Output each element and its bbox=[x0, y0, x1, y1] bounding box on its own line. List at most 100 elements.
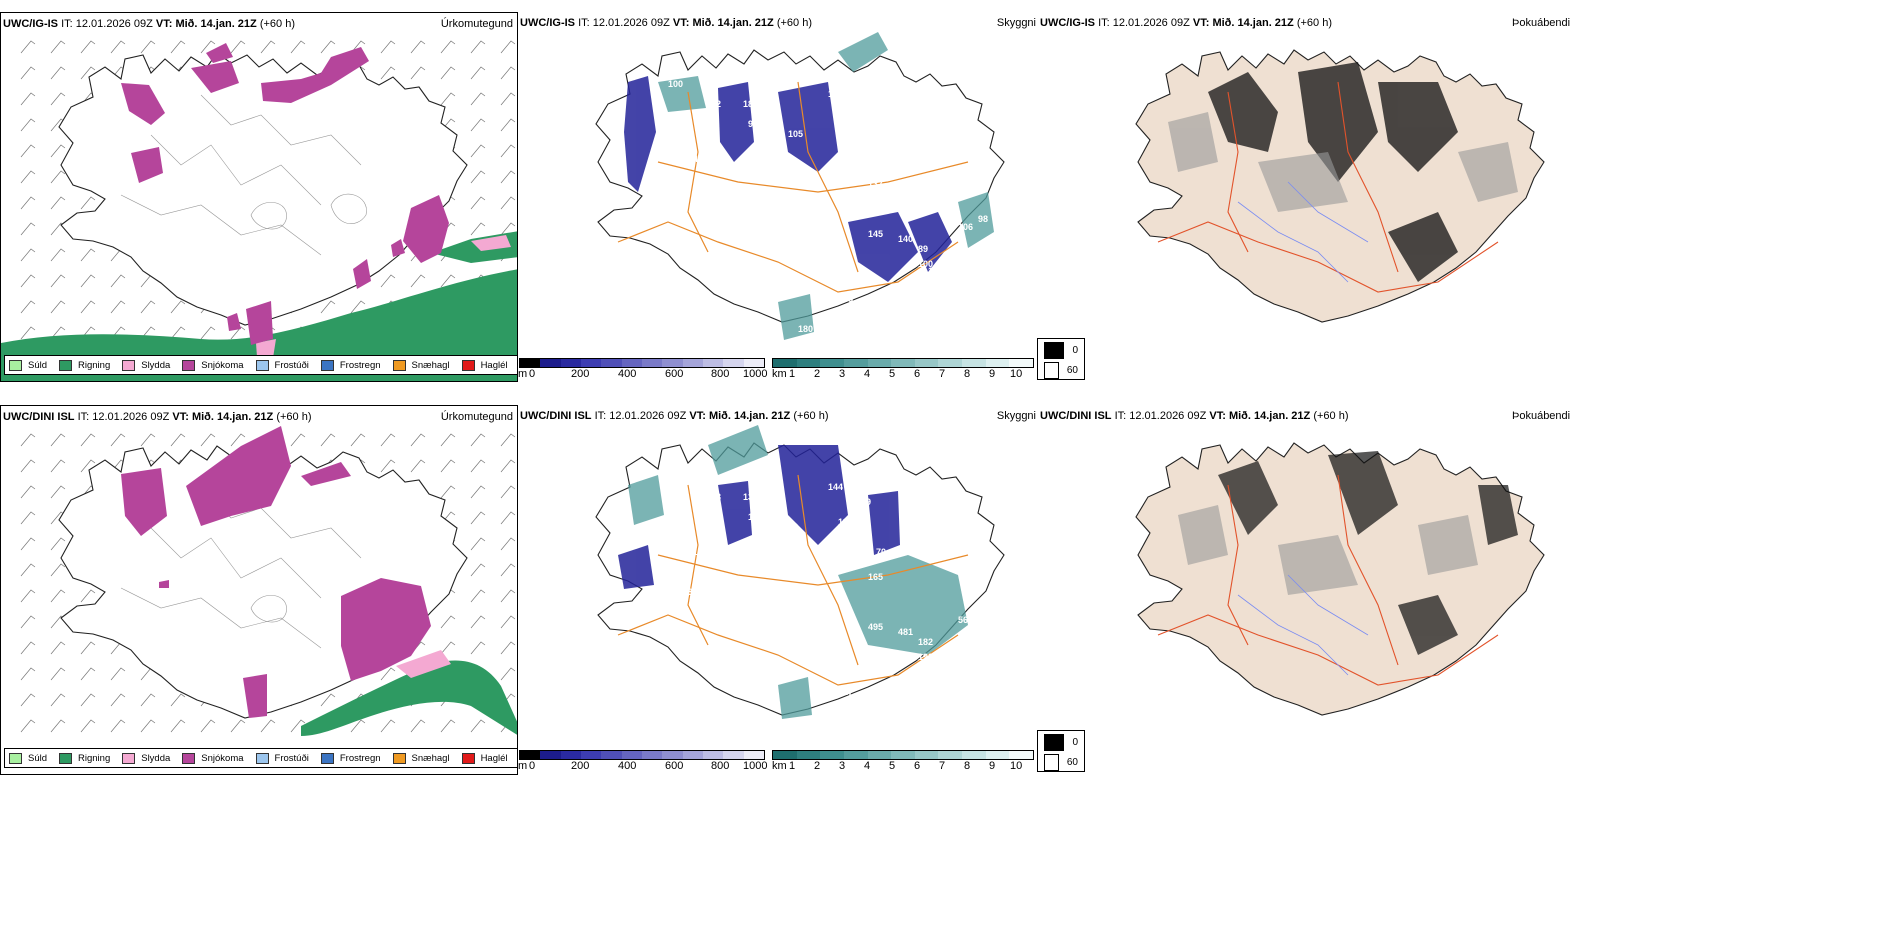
fog-swatch bbox=[1044, 754, 1059, 771]
wind-barb bbox=[500, 66, 516, 80]
colorbar-unit: km bbox=[772, 760, 787, 772]
ceiling-label: 146 bbox=[783, 557, 798, 567]
wind-barb bbox=[410, 433, 426, 447]
ceiling-label: 98 bbox=[978, 214, 988, 224]
ceiling-labels: 100 172 188 99 148 100 99 96 105 167 99 137 112 117 95… bbox=[668, 79, 1013, 334]
precip-map bbox=[1, 40, 517, 381]
colorbar-cell bbox=[601, 751, 622, 759]
ceiling-label: 145 bbox=[868, 229, 883, 239]
wind-barb bbox=[230, 719, 246, 733]
wind-barb bbox=[20, 485, 36, 499]
wind-barb bbox=[440, 433, 456, 447]
colorbar-cell bbox=[743, 751, 764, 759]
panel-header: UWC/IG-IS IT: 12.01.2026 09Z VT: Mið. 14… bbox=[520, 17, 812, 29]
wind-barb bbox=[110, 300, 126, 314]
ceiling-label: 98 bbox=[668, 472, 678, 482]
wind-barb bbox=[380, 274, 396, 288]
wind-barb bbox=[170, 326, 186, 340]
wind-barb bbox=[470, 170, 486, 184]
wind-barb bbox=[230, 326, 246, 340]
wind-barb bbox=[80, 667, 96, 681]
wind-barb bbox=[470, 589, 486, 603]
panel-header: UWC/IG-IS IT: 12.01.2026 09Z VT: Mið. 14… bbox=[1040, 17, 1332, 29]
precip-panel-ig: UWC/IG-IS IT: 12.01.2026 09Z VT: Mið. 14… bbox=[0, 12, 518, 382]
ceiling-label: 419 bbox=[998, 597, 1013, 607]
colorbar-cell bbox=[702, 751, 724, 759]
ceiling-label: 95 bbox=[678, 194, 688, 204]
wind-barb bbox=[470, 433, 486, 447]
wind-barb bbox=[470, 40, 486, 54]
wind-barb bbox=[500, 589, 516, 603]
wind-barb bbox=[80, 274, 96, 288]
colorbar-cell bbox=[867, 359, 892, 367]
wind-barb bbox=[50, 459, 66, 473]
wind-barb bbox=[440, 719, 456, 733]
wind-barb bbox=[260, 40, 276, 54]
wind-barb bbox=[200, 326, 216, 340]
colorbar-cells bbox=[519, 358, 765, 368]
wind-barb bbox=[500, 144, 516, 158]
colorbar-cell bbox=[962, 751, 986, 759]
ceiling-label: 105 bbox=[788, 129, 803, 139]
fog-map bbox=[1135, 442, 1545, 716]
legend-swatch bbox=[182, 359, 196, 371]
precip-rain bbox=[301, 660, 517, 736]
wind-barb bbox=[470, 563, 486, 577]
legend-swatch bbox=[59, 752, 73, 764]
colorbar-cell bbox=[540, 751, 561, 759]
colorbar-cell bbox=[985, 751, 1010, 759]
wind-barb bbox=[110, 667, 126, 681]
colorbar-cell bbox=[560, 359, 581, 367]
legend-swatch bbox=[59, 359, 73, 371]
panel-header: UWC/DINI ISL IT: 12.01.2026 09Z VT: Mið.… bbox=[3, 411, 312, 423]
colorbar-cell bbox=[540, 359, 561, 367]
panel-title: Þokuábendi bbox=[1512, 17, 1571, 29]
wind-barb bbox=[110, 274, 126, 288]
ceiling-label: 165 bbox=[868, 572, 883, 582]
wind-barb bbox=[410, 40, 426, 54]
wind-barb bbox=[230, 40, 246, 54]
colorbar-cell bbox=[621, 359, 642, 367]
wind-barb bbox=[470, 144, 486, 158]
wind-barb bbox=[470, 92, 486, 106]
visibility-areas bbox=[628, 425, 968, 719]
ceiling-label: 683 bbox=[706, 492, 721, 502]
panel-title: Úrkomutegund bbox=[440, 18, 513, 30]
precip-snow bbox=[121, 426, 431, 718]
wind-barb bbox=[20, 196, 36, 210]
ceiling-label: 180 bbox=[798, 324, 813, 334]
wind-barb bbox=[500, 667, 516, 681]
road-network bbox=[1157, 81, 1499, 293]
colorbar-cells bbox=[519, 750, 765, 760]
colorbar-cell bbox=[641, 359, 663, 367]
wind-barb bbox=[470, 222, 486, 236]
wind-barb bbox=[440, 459, 456, 473]
wind-barb bbox=[80, 459, 96, 473]
visibility-map: 98 683 137 172 115 126 93 146 83 144 119 165 70 109 11… bbox=[595, 425, 1013, 727]
wind-barb bbox=[50, 40, 66, 54]
ceiling-label: 481 bbox=[898, 627, 913, 637]
wind-barb bbox=[20, 615, 36, 629]
wind-barb bbox=[440, 274, 456, 288]
colorbar-cell bbox=[938, 359, 963, 367]
wind-barb bbox=[440, 92, 456, 106]
wind-barb bbox=[230, 433, 246, 447]
wind-barb bbox=[290, 40, 306, 54]
panel-title: Þokuábendi bbox=[1512, 410, 1571, 422]
wind-barb bbox=[50, 537, 66, 551]
colorbar-cells bbox=[772, 358, 1034, 368]
colorbar-cell bbox=[843, 751, 868, 759]
wind-barb bbox=[350, 433, 366, 447]
wind-barb bbox=[140, 693, 156, 707]
colorbar-cell bbox=[962, 359, 986, 367]
wind-barb bbox=[20, 92, 36, 106]
fog-swatch bbox=[1044, 342, 1065, 359]
colorbar-cell bbox=[641, 751, 663, 759]
wind-barb bbox=[500, 615, 516, 629]
wind-barb bbox=[320, 433, 336, 447]
rivers bbox=[1237, 574, 1369, 676]
colorbar-cell bbox=[560, 751, 581, 759]
colorbar-cell bbox=[682, 751, 703, 759]
wind-barb bbox=[500, 641, 516, 655]
colorbar-cell bbox=[843, 359, 868, 367]
